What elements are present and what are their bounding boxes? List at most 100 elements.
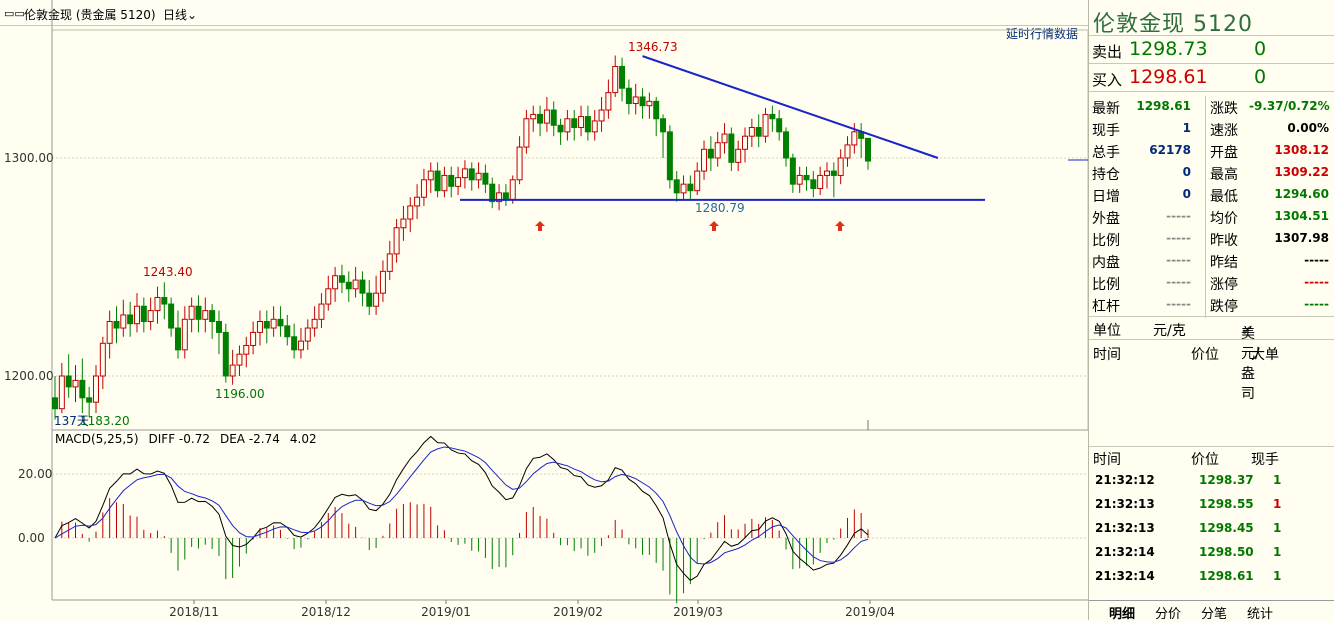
quote-value: -----	[1304, 253, 1329, 267]
macd-dea: DEA -2.74	[219, 432, 280, 446]
quote-value: -----	[1166, 275, 1191, 289]
tick-time: 21:32:13	[1095, 521, 1155, 535]
quote-row: 比例 ----- 涨停 -----	[1089, 272, 1334, 294]
quote-value: -----	[1304, 297, 1329, 311]
support-label: 1280.79	[695, 201, 745, 215]
candle	[810, 179, 817, 190]
buy-row[interactable]: 买入 1298.61 0	[1089, 64, 1334, 92]
candle	[400, 218, 407, 229]
candle	[639, 96, 646, 107]
quote-row: 杠杆 ----- 跌停 -----	[1089, 294, 1334, 316]
sell-label: 卖出	[1092, 43, 1123, 61]
candle	[168, 303, 175, 329]
tick-row[interactable]: 21:32:13 1298.45 1	[1089, 516, 1334, 540]
candle	[434, 170, 441, 192]
tick-row[interactable]: 21:32:12 1298.37 1	[1089, 468, 1334, 492]
candle	[291, 336, 298, 351]
candle	[120, 314, 127, 329]
candle	[379, 270, 386, 294]
candle	[256, 321, 263, 333]
sell-row[interactable]: 卖出 1298.73 0	[1089, 36, 1334, 64]
candle	[270, 318, 277, 329]
x-tick-label: 2019/02	[553, 605, 603, 619]
quote-row: 现手 1 速涨 0.00%	[1089, 118, 1334, 140]
macd-label[interactable]: MACD(5,25,5)	[55, 432, 139, 446]
candle	[482, 172, 489, 185]
quote-label: 持仓	[1092, 167, 1120, 183]
panel-tab[interactable]: 统计	[1247, 607, 1274, 622]
unit-cny[interactable]: 元/克	[1153, 323, 1186, 339]
quote-value: 0.00%	[1287, 121, 1329, 135]
candle	[844, 144, 851, 159]
quote-label: 昨收	[1210, 233, 1238, 249]
chart-type-icon[interactable]: ▭▭	[4, 7, 25, 20]
candle	[748, 126, 755, 137]
quote-label: 跌停	[1210, 299, 1238, 315]
candle	[653, 100, 660, 120]
candle	[817, 174, 824, 190]
quote-row: 比例 ----- 昨收 1307.98	[1089, 228, 1334, 250]
quote-value: -----	[1166, 231, 1191, 245]
quote-value: -----	[1166, 297, 1191, 311]
up-arrow-icon	[709, 221, 719, 231]
tick-price: 1298.50	[1199, 545, 1254, 559]
candle	[769, 113, 776, 120]
tick-price: 1298.61	[1199, 569, 1254, 583]
candle	[215, 321, 222, 333]
candle	[407, 205, 414, 220]
candle	[304, 327, 311, 342]
x-tick-label: 2019/04	[845, 605, 895, 619]
candle	[824, 170, 831, 176]
tick-qty: 1	[1273, 521, 1282, 535]
quote-label: 现手	[1092, 123, 1120, 139]
candle	[543, 109, 550, 124]
candle	[707, 148, 714, 159]
candle	[496, 192, 503, 203]
resistance-trendline	[642, 55, 939, 159]
panel-tab[interactable]: 分笔	[1201, 607, 1228, 622]
quote-label: 内盘	[1092, 255, 1120, 271]
candle	[79, 379, 86, 399]
chart-title-bar: ▭▭ 伦敦金现 (贵金属 5120) 日线⌄	[0, 0, 1088, 26]
instrument-title: 伦敦金现 (贵金属 5120)	[24, 8, 156, 22]
tick-row[interactable]: 21:32:13 1298.55 1	[1089, 492, 1334, 516]
candle	[701, 148, 708, 172]
tick-row[interactable]: 21:32:14 1298.61 1	[1089, 564, 1334, 588]
candle	[86, 397, 93, 403]
candle	[468, 168, 475, 181]
period-selector[interactable]: 日线⌄	[163, 8, 198, 22]
candle	[92, 375, 99, 403]
unit-row: 单位 元/克 ✔ 美元/盎司	[1089, 316, 1334, 402]
candle	[509, 179, 516, 200]
tick-price: 1298.45	[1199, 521, 1254, 535]
candle	[297, 340, 304, 351]
quote-table: 最新 1298.61 涨跌 -9.37/0.72% 现手 1 速涨 0.00% 总手 62178 开…	[1089, 96, 1334, 316]
tick-price: 1298.55	[1199, 497, 1254, 511]
candle	[584, 116, 591, 133]
tick-time: 21:32:12	[1095, 473, 1155, 487]
candle	[420, 179, 427, 198]
x-tick-label: 2018/11	[169, 605, 219, 619]
swing-low-label: 1196.00	[215, 387, 265, 401]
candle	[550, 109, 557, 126]
quote-value: 1309.22	[1274, 165, 1329, 179]
panel-tab[interactable]: 分价	[1155, 607, 1182, 622]
candle	[318, 303, 325, 320]
macd-y-tick-label: 20.00	[18, 467, 52, 481]
candle	[52, 397, 58, 410]
candle	[427, 170, 434, 181]
candle	[250, 331, 257, 346]
candle	[489, 183, 496, 203]
panel-tab[interactable]: 明细	[1109, 607, 1136, 622]
price-chart[interactable]: 1300.00 1200.00 20.00 0.00 2018/11 2018/12 201…	[0, 0, 1088, 620]
tick-row[interactable]: 21:32:14 1298.50 1	[1089, 540, 1334, 564]
candle	[605, 92, 612, 111]
quote-row: 最新 1298.61 涨跌 -9.37/0.72%	[1089, 96, 1334, 118]
candle	[714, 142, 721, 159]
quote-label: 开盘	[1210, 145, 1238, 161]
quote-row: 总手 62178 开盘 1308.12	[1089, 140, 1334, 162]
candle	[441, 174, 448, 192]
candle	[578, 116, 585, 128]
candle	[837, 157, 844, 176]
quote-label: 涨跌	[1210, 101, 1238, 117]
